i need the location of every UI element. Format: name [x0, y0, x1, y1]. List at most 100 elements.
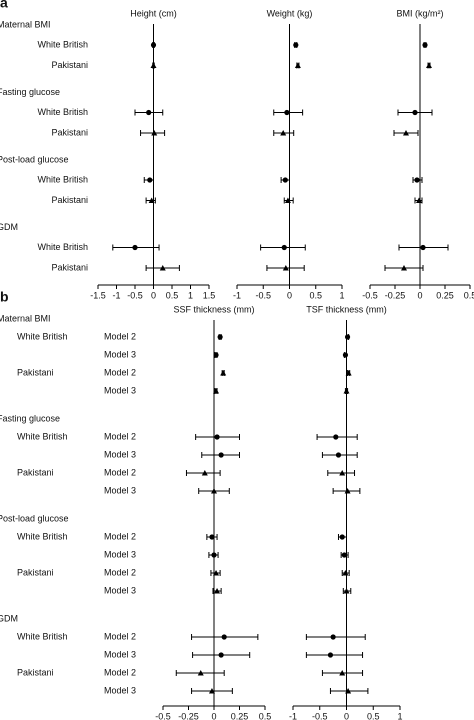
group-label: Post-load glucose	[0, 154, 69, 164]
point	[343, 588, 350, 594]
point	[213, 570, 220, 576]
point	[214, 434, 220, 440]
point	[344, 334, 351, 340]
point	[197, 670, 204, 676]
group-label: Maternal BMI	[0, 313, 51, 323]
point	[345, 370, 352, 376]
point	[339, 470, 346, 476]
x-tick-label: -0.5	[155, 711, 171, 720]
model-label: Model 3	[104, 649, 136, 659]
point	[342, 352, 349, 358]
group-label: GDM	[0, 613, 18, 623]
group-label: Fasting glucose	[0, 87, 60, 97]
panel-letter: a	[0, 0, 8, 11]
point	[339, 670, 346, 676]
x-tick-label: -1.5	[90, 290, 106, 300]
x-tick-label: -0.5	[127, 290, 143, 300]
row-label: White British	[37, 107, 88, 117]
row-label: White British	[17, 631, 68, 641]
point	[280, 130, 287, 136]
x-tick-label: 0.5	[309, 290, 322, 300]
x-tick-label: -1	[112, 290, 120, 300]
point	[330, 634, 336, 640]
x-tick-label: -0.5	[362, 290, 378, 300]
x-tick-label: 1.5	[203, 290, 216, 300]
point	[426, 62, 432, 68]
point	[159, 265, 166, 271]
point	[211, 552, 217, 558]
point	[213, 388, 220, 394]
point	[284, 197, 291, 203]
x-tick-label: -0.25	[385, 290, 406, 300]
point	[148, 197, 155, 203]
model-label: Model 3	[104, 349, 136, 359]
x-tick-label: 0	[151, 290, 156, 300]
row-label: White British	[37, 39, 88, 49]
point	[218, 452, 224, 458]
subplot-title: BMI (kg/m²)	[397, 8, 444, 18]
point	[284, 109, 290, 116]
row-label: White British	[17, 531, 68, 541]
point	[146, 109, 152, 116]
x-tick-label: 1	[339, 290, 344, 300]
x-tick-label: 0.25	[436, 290, 454, 300]
point	[412, 109, 418, 116]
x-tick-label: -1	[233, 290, 241, 300]
point	[327, 652, 334, 658]
group-label: Fasting glucose	[0, 413, 60, 423]
point	[294, 62, 301, 68]
x-tick-label: 0	[344, 711, 349, 720]
subplot-title: TSF thickness (mm)	[306, 304, 387, 314]
model-label: Model 2	[104, 667, 136, 677]
model-label: Model 2	[104, 567, 136, 577]
subplot-title: Weight (kg)	[267, 8, 313, 18]
point	[208, 688, 215, 694]
row-label: Pakistani	[17, 667, 54, 677]
model-label: Model 2	[104, 467, 136, 477]
x-tick-label: -0.5	[312, 711, 328, 720]
group-label: GDM	[0, 222, 18, 232]
point	[416, 197, 422, 203]
x-tick-label: 0.5	[367, 711, 380, 720]
group-label: Post-load glucose	[0, 513, 69, 523]
row-label: White British	[37, 174, 88, 184]
model-label: Model 3	[104, 549, 136, 559]
x-tick-label: 0.5	[166, 290, 179, 300]
point	[335, 452, 342, 458]
point	[221, 634, 227, 640]
row-label: White British	[17, 331, 68, 341]
point	[293, 42, 299, 48]
point	[209, 534, 215, 540]
point	[281, 244, 287, 251]
point	[282, 265, 289, 271]
row-label: Pakistani	[17, 567, 54, 577]
point	[201, 470, 208, 476]
model-label: Model 3	[104, 685, 136, 695]
x-tick-label: 0.25	[231, 711, 249, 720]
row-label: Pakistani	[51, 60, 88, 70]
point	[343, 388, 350, 394]
row-label: Pakistani	[17, 367, 54, 377]
model-label: Model 2	[104, 531, 136, 541]
model-label: Model 3	[104, 449, 136, 459]
point	[132, 244, 138, 251]
x-tick-label: 0.5	[259, 711, 272, 720]
point	[420, 244, 426, 251]
point	[214, 588, 221, 594]
point	[403, 130, 409, 136]
point	[333, 434, 339, 440]
point	[220, 370, 227, 376]
point	[217, 334, 223, 340]
point	[213, 352, 219, 358]
row-label: Pakistani	[51, 195, 88, 205]
row-label: Pakistani	[51, 262, 88, 272]
point	[401, 265, 407, 271]
subplot-title: Height (cm)	[130, 8, 177, 18]
model-label: Model 3	[104, 485, 136, 495]
point	[150, 62, 157, 68]
point	[218, 652, 224, 658]
point	[345, 688, 352, 694]
point	[147, 177, 153, 183]
point	[342, 570, 349, 576]
